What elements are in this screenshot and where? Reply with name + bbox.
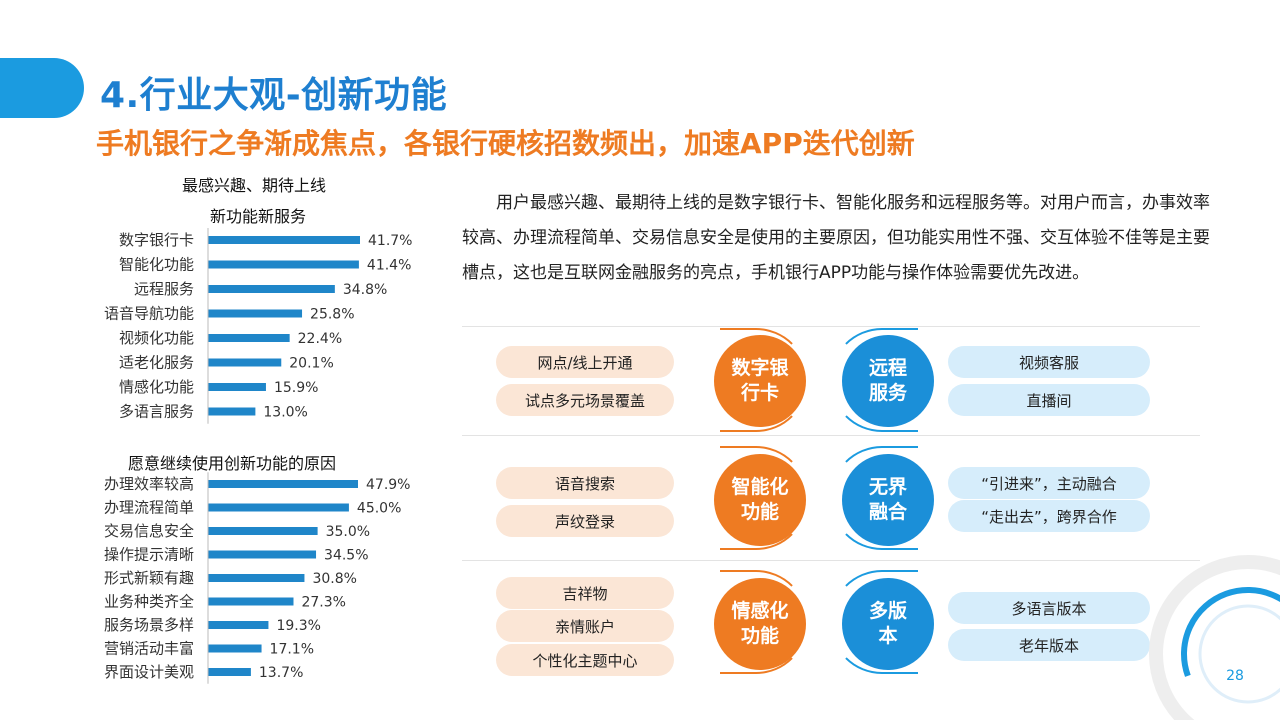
value-label: 35.0% <box>326 524 370 540</box>
category-label: 办理效率较高 <box>104 475 194 493</box>
feature-pill: 多语言版本 <box>948 592 1150 624</box>
chart-interest-features: 数字银行卡 41.7% 智能化功能 41.4% 远程服务 34.8% 语音导航功能 25.8%… <box>0 228 440 424</box>
bar <box>208 334 290 342</box>
bar <box>208 407 256 416</box>
category-label: 远程服务 <box>134 280 194 298</box>
category-label: 语音导航功能 <box>104 305 194 323</box>
category-label: 界面设计美观 <box>104 663 194 681</box>
bar <box>208 644 262 653</box>
page-subtitle: 手机银行之争渐成焦点，各银行硬核招数频出，加速APP迭代创新 <box>96 127 915 160</box>
bar <box>208 668 251 676</box>
feature-pill: 亲情账户 <box>496 610 674 642</box>
chart2-svg: 办理效率较高 47.9% 办理流程简单 45.0% 交易信息安全 35.0% 操作提示清晰 3… <box>104 472 410 684</box>
bar <box>208 503 349 512</box>
category-label: 数字银行卡 <box>119 231 194 249</box>
divider-line <box>462 560 1200 561</box>
category-label: 智能化功能 <box>119 256 194 274</box>
feature-circle-remote: 远程服务 <box>842 335 934 427</box>
category-label: 交易信息安全 <box>104 522 194 540</box>
feature-circle-smart: 智能化功能 <box>714 454 806 546</box>
value-label: 25.8% <box>310 307 354 323</box>
category-label: 情感化功能 <box>119 378 194 396</box>
feature-pill: 语音搜索 <box>496 467 674 499</box>
chart2-title: 愿意继续使用创新功能的原因 <box>128 454 337 473</box>
chart1-title-line2: 新功能新服务 <box>210 207 307 226</box>
page-title: 4.行业大观-创新功能 <box>100 75 448 116</box>
bar <box>208 480 358 488</box>
feature-pill: “引进来”，主动融合 <box>948 467 1150 499</box>
bar <box>208 309 303 318</box>
value-label: 20.1% <box>289 356 333 372</box>
feature-pill: 老年版本 <box>948 629 1150 661</box>
category-label: 营销活动丰富 <box>104 640 194 658</box>
feature-pill: 网点/线上开通 <box>496 346 674 378</box>
value-label: 34.5% <box>324 548 368 564</box>
value-label: 41.4% <box>367 258 411 274</box>
description-paragraph: 用户最感兴趣、最期待上线的是数字银行卡、智能化服务和远程服务等。对用户而言，办事… <box>462 193 1210 283</box>
feature-circle-multi: 多版本 <box>842 578 934 670</box>
chart-continue-reasons: 办理效率较高 47.9% 办理流程简单 45.0% 交易信息安全 35.0% 操作提示清晰 3… <box>0 472 440 687</box>
ring-smart <box>720 446 808 550</box>
feature-circle-emotional: 情感化功能 <box>714 578 806 670</box>
value-label: 19.3% <box>276 618 320 634</box>
category-label: 形式新颖有趣 <box>104 569 194 587</box>
feature-pill: 试点多元场景覆盖 <box>496 384 674 416</box>
bar <box>208 383 266 391</box>
feature-pill: 视频客服 <box>948 346 1150 378</box>
chart1-title-line1: 最感兴趣、期待上线 <box>182 176 327 195</box>
value-label: 17.1% <box>270 642 314 658</box>
value-label: 45.0% <box>357 501 401 517</box>
feature-circle-digital-card: 数字银行卡 <box>714 335 806 427</box>
ring-emotional <box>720 570 808 674</box>
category-label: 办理流程简单 <box>104 499 194 517</box>
decorative-rings <box>1149 555 1280 720</box>
ring-borderless <box>830 446 918 550</box>
divider-line <box>462 326 1200 327</box>
category-label: 业务种类齐全 <box>104 593 194 611</box>
category-label: 多语言服务 <box>119 403 194 421</box>
chart1-svg: 数字银行卡 41.7% 智能化功能 41.4% 远程服务 34.8% 语音导航功能 25.8%… <box>104 228 412 424</box>
ring-digital-card <box>720 328 808 432</box>
feature-pill: 声纹登录 <box>496 505 674 537</box>
feature-circle-borderless: 无界融合 <box>842 454 934 546</box>
category-label: 操作提示清晰 <box>104 546 194 564</box>
ring-multi <box>830 570 918 674</box>
bar <box>208 285 335 293</box>
value-label: 13.0% <box>263 405 307 421</box>
feature-pill: 吉祥物 <box>496 577 674 609</box>
category-label: 视频化功能 <box>119 329 194 347</box>
value-label: 41.7% <box>368 233 412 249</box>
ring-remote <box>830 328 918 432</box>
value-label: 27.3% <box>301 595 345 611</box>
bar <box>208 358 282 367</box>
value-label: 13.7% <box>259 665 303 681</box>
category-label: 服务场景多样 <box>104 616 194 634</box>
bar <box>208 527 318 535</box>
bar <box>208 236 360 244</box>
feature-pill: 直播间 <box>948 384 1150 416</box>
value-label: 34.8% <box>343 282 387 298</box>
value-label: 22.4% <box>298 331 342 347</box>
value-label: 30.8% <box>312 571 356 587</box>
page-number: 28 <box>1226 668 1244 684</box>
value-label: 47.9% <box>366 477 410 493</box>
divider-line <box>462 435 1200 436</box>
feature-pill: “走出去”，跨界合作 <box>948 500 1150 532</box>
title-accent-tab <box>0 58 84 118</box>
bar <box>208 260 359 269</box>
bar <box>208 597 294 606</box>
feature-pill: 个性化主题中心 <box>496 644 674 676</box>
bar <box>208 550 317 559</box>
bar <box>208 621 269 629</box>
bar <box>208 574 305 582</box>
value-label: 15.9% <box>274 380 318 396</box>
category-label: 适老化服务 <box>119 354 194 372</box>
